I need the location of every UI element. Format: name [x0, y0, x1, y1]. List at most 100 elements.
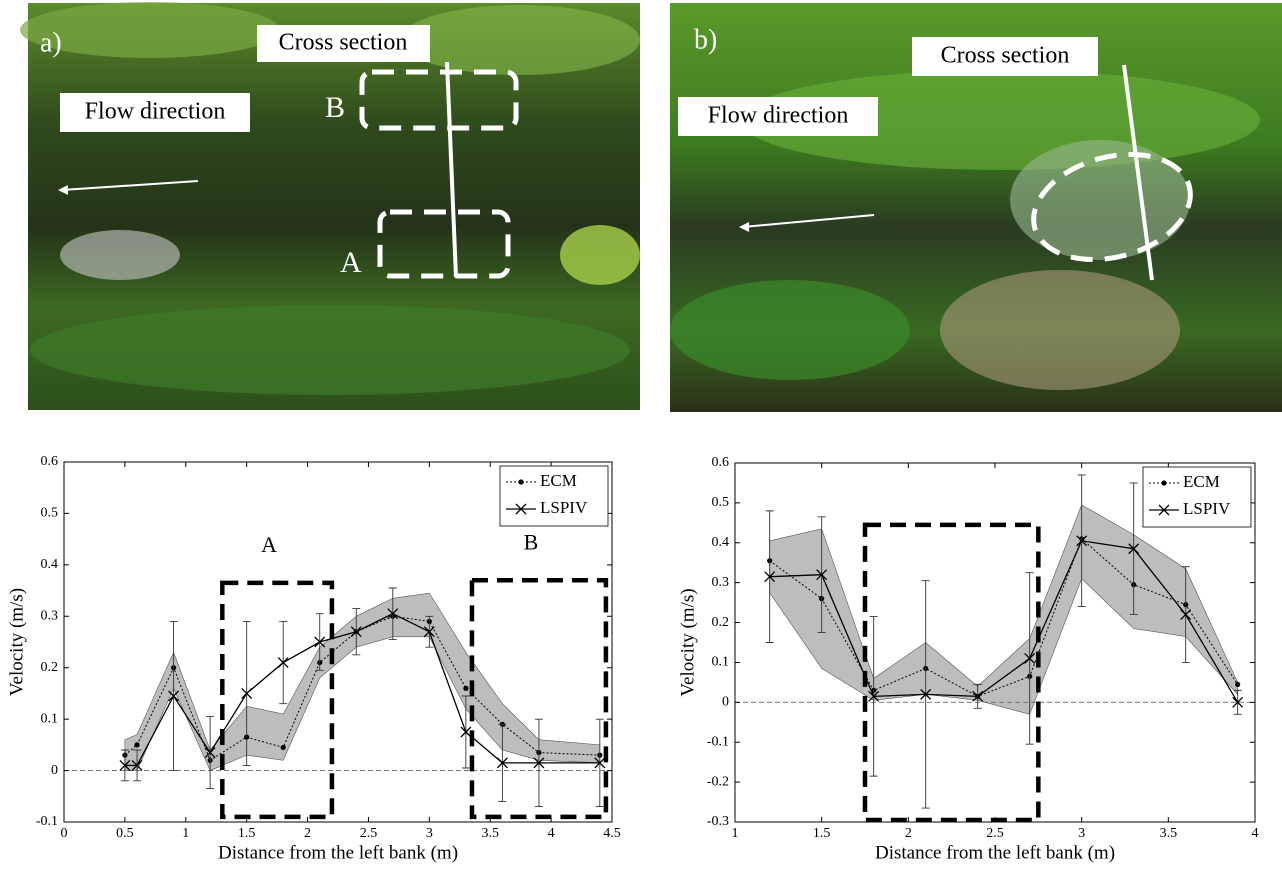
x-tick-label: 2 — [304, 826, 311, 841]
annotation: A — [340, 246, 362, 279]
y-tick-label: -0.2 — [707, 774, 729, 789]
y-tick-label: 0.2 — [41, 660, 59, 675]
region-label: A — [261, 532, 277, 557]
annotation: Flow direction — [708, 103, 849, 129]
x-tick-label: 1 — [732, 826, 739, 841]
lspiv-point — [168, 690, 180, 702]
y-tick-label: 0.3 — [41, 609, 59, 624]
vegetation — [670, 280, 910, 380]
y-axis-label: Velocity (m/s) — [677, 588, 698, 696]
vegetation — [560, 225, 640, 285]
flow-arrowhead — [58, 185, 68, 195]
lspiv-point — [816, 569, 828, 581]
uncertainty-band — [769, 504, 1238, 715]
y-tick-label: 0.6 — [41, 454, 59, 469]
x-tick-label: 1.5 — [813, 826, 831, 841]
cross-section-line — [445, 61, 458, 278]
legend-marker — [1161, 480, 1167, 486]
annotation: Flow direction — [85, 99, 226, 125]
photo-b: b) Cross section Flow direction — [670, 3, 1282, 412]
x-tick-label: 4.5 — [603, 826, 621, 841]
x-tick-label: 0 — [61, 826, 68, 841]
annotation: Cross section — [941, 43, 1070, 69]
lspiv-point — [496, 757, 508, 769]
y-tick-label: 0.5 — [712, 495, 730, 510]
y-tick-label: 0.1 — [712, 655, 730, 670]
label-box — [912, 37, 1098, 76]
water-foam — [60, 230, 180, 280]
plot-frame — [63, 461, 613, 823]
legend-marker — [518, 479, 524, 485]
region-ellipse — [1031, 151, 1193, 263]
label-box — [678, 97, 878, 136]
lspiv-point — [764, 571, 776, 583]
region-label: B — [524, 529, 539, 554]
y-tick-label: -0.1 — [36, 814, 58, 829]
legend-label: LSPIV — [1183, 499, 1231, 518]
ecm-point — [463, 685, 469, 691]
y-tick-label: 0 — [722, 695, 729, 710]
x-tick-label: 0.5 — [116, 826, 134, 841]
annotation: B — [325, 91, 345, 124]
ecm-point — [1235, 681, 1241, 687]
lspiv-point — [594, 757, 606, 769]
lspiv-point — [972, 690, 984, 702]
region-box — [220, 580, 335, 820]
lspiv-point — [204, 747, 216, 759]
y-tick-label: 0.4 — [41, 557, 59, 572]
legend-marker — [1158, 504, 1170, 516]
lspiv-point — [1180, 609, 1192, 621]
x-tick-label: 3.5 — [1160, 826, 1178, 841]
y-tick-label: 0.3 — [712, 575, 730, 590]
legend-label: ECM — [540, 471, 577, 490]
y-tick-label: -0.1 — [707, 734, 729, 749]
region-box — [377, 209, 511, 279]
x-tick-label: 3 — [426, 826, 433, 841]
series-line — [124, 615, 600, 762]
x-tick-label: 3.5 — [481, 826, 499, 841]
x-tick-label: 2.5 — [986, 826, 1004, 841]
x-tick-label: 4 — [1252, 826, 1259, 841]
lspiv-point — [1232, 696, 1244, 708]
series-line — [769, 537, 1239, 697]
lspiv-point — [1076, 535, 1088, 547]
y-tick-label: 0.4 — [712, 535, 730, 550]
flow-arrow — [742, 214, 875, 228]
lspiv-point — [277, 657, 289, 669]
y-tick-label: 0.6 — [712, 455, 730, 470]
x-tick-label: 4 — [548, 826, 555, 841]
lspiv-point — [241, 687, 253, 699]
vegetation — [30, 305, 630, 395]
x-tick-label: 2.5 — [360, 826, 378, 841]
ecm-point — [134, 742, 140, 748]
lspiv-point — [460, 726, 472, 738]
vegetation — [400, 5, 640, 75]
series-line — [124, 612, 600, 767]
riverbed — [940, 270, 1180, 390]
y-tick-label: 0 — [51, 763, 58, 778]
x-axis-label: Distance from the left bank (m) — [875, 842, 1115, 863]
charts: A B0 0.5 1 1.5 2 2.5 3 3.5 4 4.5-0.100.10.20.30.40… — [6, 454, 1258, 863]
uncertainty-band — [124, 592, 601, 771]
panel-label: a) — [40, 27, 62, 58]
lspiv-point — [119, 759, 131, 771]
y-tick-label: 0.2 — [712, 615, 730, 630]
x-tick-label: 1.5 — [238, 826, 256, 841]
y-axis-label: Velocity (m/s) — [6, 588, 27, 696]
lspiv-point — [533, 757, 545, 769]
x-axis-label: Distance from the left bank (m) — [218, 842, 458, 863]
flow-arrowhead — [739, 222, 749, 232]
y-tick-label: 0.5 — [41, 506, 59, 521]
lspiv-point — [387, 608, 399, 620]
lspiv-point — [131, 759, 143, 771]
legend-marker — [515, 503, 527, 515]
region-box — [469, 578, 609, 820]
label-box — [60, 93, 250, 132]
legend-label: ECM — [1183, 472, 1220, 491]
x-tick-label: 3 — [1078, 826, 1085, 841]
cross-section-line — [1122, 64, 1154, 281]
lspiv-point — [920, 688, 932, 700]
ecm-point — [280, 744, 286, 751]
y-tick-label: 0.1 — [41, 711, 59, 726]
